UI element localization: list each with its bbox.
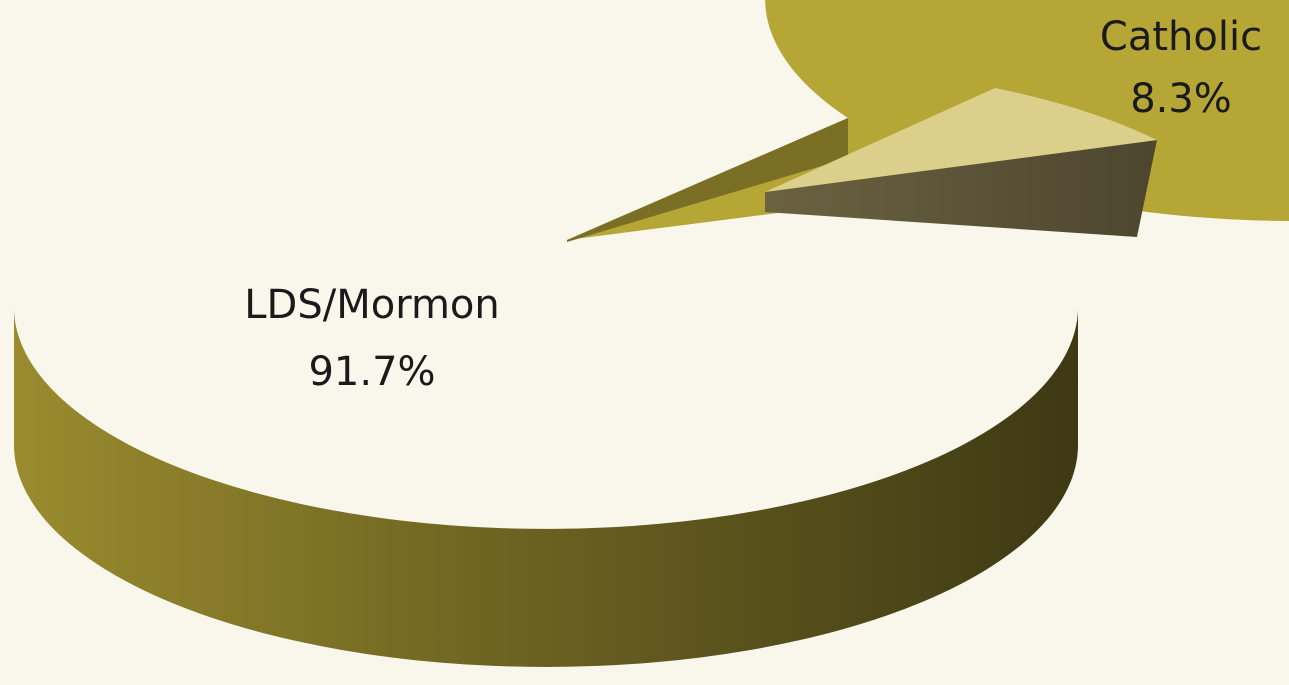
slice-value-lds-mormon: 91.7% bbox=[308, 349, 435, 395]
slice-side-catholic bbox=[765, 140, 1157, 237]
slice-wall-lds-mormon bbox=[567, 118, 848, 242]
slice-value-catholic: 8.3% bbox=[1130, 76, 1232, 122]
slice-label-lds-mormon: LDS/Mormon bbox=[244, 282, 499, 328]
slice-catholic bbox=[765, 88, 1157, 192]
slice-side-lds-mormon bbox=[14, 304, 1079, 667]
slice-label-catholic: Catholic bbox=[1100, 14, 1262, 60]
